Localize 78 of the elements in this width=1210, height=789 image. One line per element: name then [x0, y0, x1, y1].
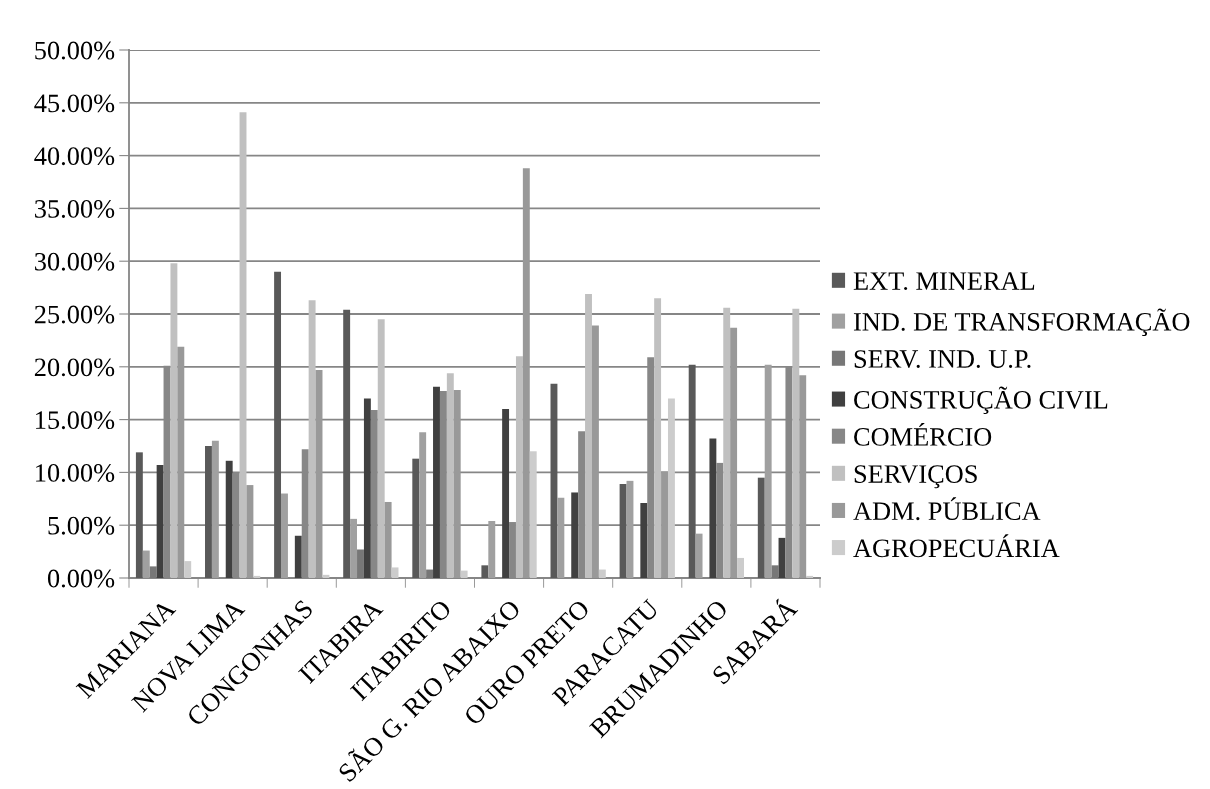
bar — [737, 557, 744, 578]
bar — [695, 533, 703, 578]
bar — [384, 501, 392, 578]
bar — [294, 535, 302, 578]
legend-label: EXT. MINERAL — [853, 272, 1035, 291]
bar — [598, 569, 606, 578]
bar — [377, 319, 385, 578]
bar — [522, 168, 530, 578]
y-tick-label: 35.00% — [35, 200, 115, 218]
bar — [274, 271, 282, 578]
y-tick-label: 0.00% — [47, 569, 115, 588]
bar — [571, 492, 579, 578]
y-tick-label: 10.00% — [36, 464, 115, 482]
y-tick-label: 20.00% — [34, 358, 115, 377]
bar — [170, 263, 178, 578]
bar — [619, 484, 627, 578]
bar — [453, 390, 461, 578]
bar — [502, 409, 510, 578]
bar — [253, 575, 261, 578]
bar — [460, 570, 468, 578]
bar — [585, 293, 592, 578]
bar — [419, 432, 427, 578]
bar — [481, 565, 489, 578]
y-tick-label: 30.00% — [35, 252, 115, 271]
y-tick-label: 15.00% — [36, 411, 115, 430]
legend-label: CONSTRUÇÃO CIVIL — [854, 386, 1108, 415]
bar — [156, 465, 164, 578]
legend-label: AGROPECUÁRIA — [853, 534, 1060, 558]
bar — [446, 373, 454, 578]
legend-label: SERVIÇOS — [854, 465, 977, 489]
bar — [709, 438, 717, 578]
bar — [433, 386, 440, 578]
bar — [515, 356, 523, 578]
bar — [529, 451, 537, 578]
bar — [363, 398, 371, 578]
y-tick-label: 5.00% — [48, 516, 115, 535]
bar — [730, 327, 738, 578]
bar — [764, 364, 772, 578]
bar — [211, 440, 219, 578]
bar — [246, 485, 254, 578]
bar — [557, 497, 565, 578]
y-tick-label: 40.00% — [34, 147, 115, 166]
bar — [771, 565, 779, 578]
y-tick-label: 50.00% — [35, 41, 115, 60]
y-tick-label: 25.00% — [34, 305, 115, 324]
y-tick-label: 45.00% — [34, 94, 115, 113]
bar — [184, 561, 192, 578]
bar — [799, 375, 807, 578]
bar — [661, 471, 668, 578]
legend-label: COMÉRCIO — [854, 422, 992, 446]
bar — [357, 549, 364, 578]
bar — [488, 520, 496, 578]
bar — [792, 308, 800, 578]
bar — [591, 325, 599, 578]
bar — [391, 567, 399, 578]
bar — [412, 458, 420, 578]
bar — [205, 446, 212, 578]
bar — [426, 569, 434, 578]
bar — [757, 477, 765, 578]
bar — [225, 460, 233, 578]
bar — [177, 346, 185, 578]
legend-label: ADM. PÚBLICA — [853, 497, 1041, 521]
bar — [308, 300, 316, 578]
legend-label: IND. DE TRANSFORMAÇÃO — [853, 308, 1190, 337]
legend-label: SERV. IND. U.P. — [854, 350, 1031, 369]
bar — [640, 503, 648, 578]
bar — [667, 398, 675, 578]
bar — [723, 307, 731, 578]
bar — [654, 298, 662, 578]
bar — [350, 518, 358, 578]
bar — [806, 575, 814, 578]
bar — [343, 309, 351, 578]
bar — [149, 566, 157, 578]
bar — [688, 364, 696, 578]
bar — [135, 452, 143, 578]
bar — [322, 574, 330, 578]
bar — [281, 493, 288, 578]
bar — [142, 550, 150, 578]
